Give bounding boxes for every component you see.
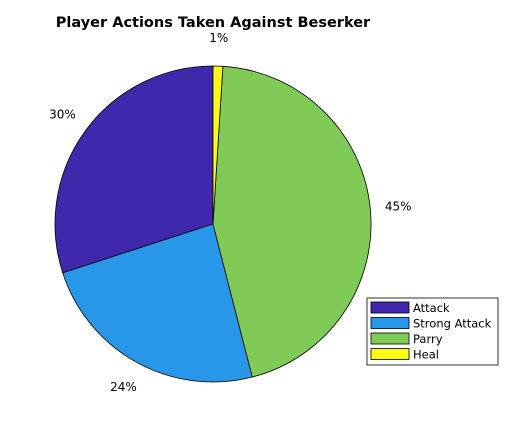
percent-label-heal: 1% [209, 31, 228, 45]
pie-slice-parry [212, 65, 372, 378]
legend-label-heal: Heal [413, 348, 439, 362]
legend-label-attack: Attack [413, 301, 450, 315]
legend-swatch-attack [370, 301, 410, 314]
legend-swatch-parry [370, 332, 410, 345]
percent-label-attack: 30% [49, 108, 76, 122]
pie-slice-heal [212, 65, 224, 225]
legend-label-strong-attack: Strong Attack [413, 317, 492, 331]
legend-swatch-heal [370, 348, 410, 360]
percent-labels: 30% 24% 45% 1% [49, 31, 411, 394]
percent-label-parry: 45% [385, 200, 412, 214]
legend-swatch-strong-attack [370, 317, 410, 329]
pie-slice-strong-attack [62, 223, 253, 383]
pie-slice-attack [54, 65, 214, 274]
percent-label-strong-attack: 24% [110, 380, 137, 394]
legend-label-parry: Parry [413, 332, 443, 346]
pie-slices [54, 65, 372, 383]
chart-title: Player Actions Taken Against Beserker [56, 15, 371, 31]
